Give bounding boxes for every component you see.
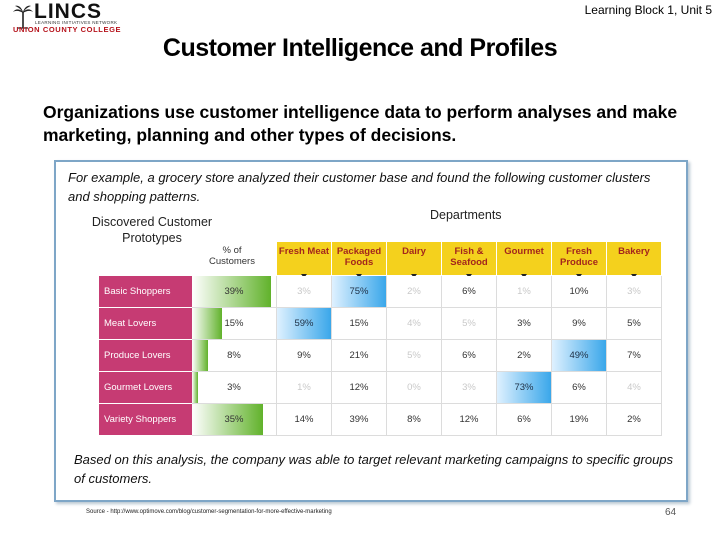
logo-college: UNION COUNTY COLLEGE <box>13 25 122 34</box>
pct-customers-value: 35% <box>224 414 244 425</box>
department-share-cell: 12% <box>442 404 497 436</box>
conclusion-text: Based on this analysis, the company was … <box>74 452 674 486</box>
department-share-cell: 9% <box>277 340 332 372</box>
department-share-cell: 4% <box>387 308 442 340</box>
prototype-label: Gourmet Lovers <box>99 372 192 404</box>
department-share-cell: 2% <box>387 276 442 308</box>
department-share-cell: 1% <box>277 372 332 404</box>
department-share-cell: 8% <box>387 404 442 436</box>
department-share-cell: 7% <box>607 340 662 372</box>
department-header: Dairy <box>387 242 441 278</box>
department-share-cell: 5% <box>387 340 442 372</box>
department-share-cell: 21% <box>332 340 387 372</box>
prototype-label: Meat Lovers <box>99 308 192 340</box>
lincs-logo: LINCS LEARNING INITIATIVES NETWORK UNION… <box>12 0 124 34</box>
pct-customers-value: 3% <box>227 382 241 393</box>
prototype-label: Produce Lovers <box>99 340 192 372</box>
pct-customers-cell: 35% <box>192 404 277 436</box>
slide-title: Customer Intelligence and Profiles <box>162 34 558 62</box>
department-header-label: Packaged Foods <box>336 246 382 268</box>
department-header: Fresh Produce <box>552 242 606 278</box>
department-share-cell: 12% <box>332 372 387 404</box>
prototype-label: Basic Shoppers <box>99 276 192 308</box>
prototype-label: Variety Shoppers <box>99 404 192 436</box>
department-share-cell: 19% <box>552 404 607 436</box>
pct-customers-value: 8% <box>227 350 241 361</box>
department-header-label: Bakery <box>618 246 650 257</box>
department-header: Bakery <box>607 242 661 278</box>
pct-customers-bar <box>192 308 222 339</box>
department-share-cell: 5% <box>442 308 497 340</box>
example-text: For example, a grocery store analyzed th… <box>68 170 651 204</box>
department-share-cell: 15% <box>332 308 387 340</box>
pct-customers-cell: 39% <box>192 276 277 308</box>
pct-customers-bar <box>192 340 208 371</box>
lead-text: Organizations use customer intelligence … <box>43 102 678 145</box>
prototypes-title: Discovered Customer Prototypes <box>91 215 213 245</box>
department-share-cell: 6% <box>442 276 497 308</box>
pct-customers-cell: 3% <box>192 372 277 404</box>
department-share-cell: 3% <box>442 372 497 404</box>
department-share-cell: 3% <box>607 276 662 308</box>
department-share-cell: 59% <box>277 308 332 340</box>
departments-title: Departments <box>430 208 502 222</box>
department-share-cell: 1% <box>497 276 552 308</box>
block-label: Learning Block 1, Unit 5 <box>584 3 712 17</box>
department-header-label: Fresh Produce <box>559 246 598 268</box>
pct-customers-bar <box>192 404 263 435</box>
department-share-cell: 73% <box>497 372 552 404</box>
department-share-cell: 6% <box>552 372 607 404</box>
logo-brand: LINCS <box>34 0 102 23</box>
department-share-cell: 0% <box>387 372 442 404</box>
department-share-cell: 6% <box>442 340 497 372</box>
pct-customers-cell: 15% <box>192 308 277 340</box>
department-share-cell: 2% <box>497 340 552 372</box>
department-share-cell: 14% <box>277 404 332 436</box>
department-header: Fresh Meat <box>277 242 331 278</box>
department-share-cell: 5% <box>607 308 662 340</box>
source-citation: Source - http://www.optimove.com/blog/cu… <box>86 509 332 515</box>
department-header: Fish & Seafood <box>442 242 496 278</box>
department-share-cell: 49% <box>552 340 607 372</box>
logo-tagline: LEARNING INITIATIVES NETWORK <box>35 20 118 25</box>
department-share-cell: 3% <box>497 308 552 340</box>
department-header-label: Gourmet <box>504 246 544 257</box>
department-share-cell: 9% <box>552 308 607 340</box>
department-share-cell: 6% <box>497 404 552 436</box>
department-share-cell: 10% <box>552 276 607 308</box>
customer-prototypes-table: Discovered Customer Prototypes Departmen… <box>84 208 664 440</box>
pct-customers-value: 39% <box>224 286 244 297</box>
pct-customers-header: % of Customers <box>209 245 255 267</box>
pct-customers-bar <box>192 372 198 403</box>
department-header-label: Fish & Seafood <box>450 246 488 268</box>
department-share-cell: 39% <box>332 404 387 436</box>
department-header-label: Fresh Meat <box>278 246 330 257</box>
pct-customers-cell: 8% <box>192 340 277 372</box>
page-number: 64 <box>665 507 677 518</box>
pct-customers-value: 15% <box>224 318 244 329</box>
palm-tree-icon <box>13 5 33 29</box>
department-share-cell: 2% <box>607 404 662 436</box>
department-share-cell: 4% <box>607 372 662 404</box>
department-share-cell: 3% <box>277 276 332 308</box>
department-header: Packaged Foods <box>332 242 386 278</box>
department-header-label: Dairy <box>402 246 426 257</box>
department-share-cell: 75% <box>332 276 387 308</box>
pct-customers-bar <box>192 276 271 307</box>
department-header: Gourmet <box>497 242 551 278</box>
